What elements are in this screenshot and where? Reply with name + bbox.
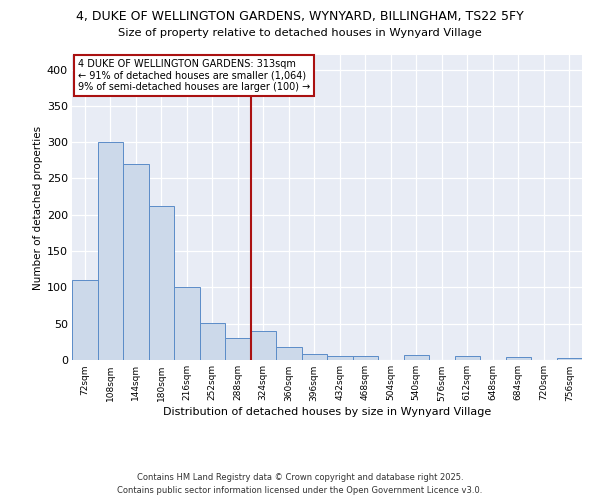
Bar [353, 356, 378, 360]
Bar [327, 356, 353, 360]
Text: 4 DUKE OF WELLINGTON GARDENS: 313sqm
← 91% of detached houses are smaller (1,064: 4 DUKE OF WELLINGTON GARDENS: 313sqm ← 9… [77, 58, 310, 92]
Y-axis label: Number of detached properties: Number of detached properties [32, 126, 43, 290]
Bar [174, 288, 199, 360]
Bar [302, 354, 327, 360]
Bar [276, 347, 302, 360]
Bar [251, 331, 276, 360]
Bar [455, 356, 480, 360]
Text: 4, DUKE OF WELLINGTON GARDENS, WYNYARD, BILLINGHAM, TS22 5FY: 4, DUKE OF WELLINGTON GARDENS, WYNYARD, … [76, 10, 524, 23]
Bar [97, 142, 123, 360]
Text: Size of property relative to detached houses in Wynyard Village: Size of property relative to detached ho… [118, 28, 482, 38]
Text: Contains HM Land Registry data © Crown copyright and database right 2025.
Contai: Contains HM Land Registry data © Crown c… [118, 474, 482, 495]
Bar [404, 355, 429, 360]
X-axis label: Distribution of detached houses by size in Wynyard Village: Distribution of detached houses by size … [163, 408, 491, 418]
Bar [149, 206, 174, 360]
Bar [557, 358, 582, 360]
Bar [225, 338, 251, 360]
Bar [123, 164, 149, 360]
Bar [72, 280, 97, 360]
Bar [199, 323, 225, 360]
Bar [505, 357, 531, 360]
